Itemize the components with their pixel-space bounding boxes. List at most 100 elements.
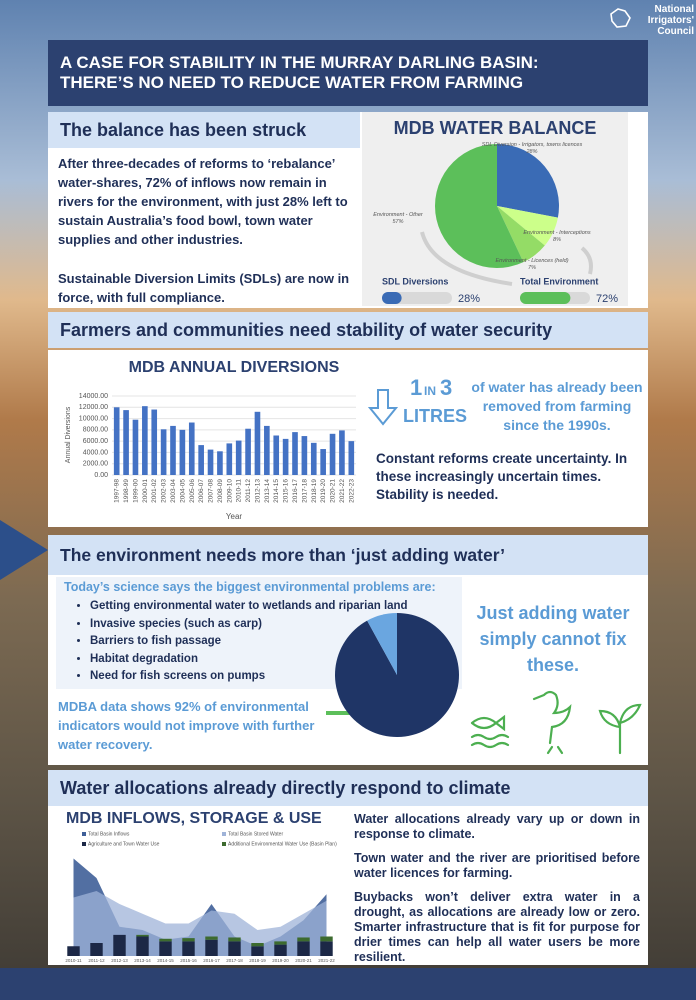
bar [329, 433, 336, 475]
bar-label: SDL Diversions [382, 276, 448, 286]
stacked-bar [67, 946, 80, 956]
x-tick-label: 2013-14 [134, 958, 151, 963]
x-tick-label: 2017-18 [226, 958, 243, 963]
x-tick-label: 2010-11 [236, 479, 243, 503]
stacked-bar [182, 941, 195, 956]
stacked-bar [297, 937, 310, 942]
slice-value: 57% [392, 219, 403, 225]
bar-label: Total Environment [520, 276, 598, 286]
x-tick-label: 2021-22 [339, 479, 346, 503]
slice-label: SDL Diversion - Irrigators, towns licenc… [482, 142, 583, 148]
legend-swatch [222, 842, 226, 846]
stacked-bar [159, 941, 172, 956]
stacked-bar [90, 943, 103, 956]
y-tick-label: 0.00 [94, 472, 108, 479]
bar [170, 425, 176, 475]
x-tick-label: 2019-20 [272, 958, 289, 963]
bar [142, 406, 148, 475]
bar [226, 443, 233, 475]
slice-label: Environment - Interceptions [523, 230, 591, 236]
legend-label: Total Basin Inflows [88, 831, 130, 837]
stacked-bar [251, 943, 264, 947]
header-title: A CASE FOR STABILITY IN THE MURRAY DARLI… [60, 53, 539, 72]
x-tick-label: 2005-06 [189, 479, 196, 503]
pie-slice [497, 206, 545, 263]
flow-arrow [420, 231, 513, 286]
x-tick-label: 2000-01 [142, 479, 149, 503]
x-tick-label: 2021-22 [318, 958, 335, 963]
x-axis-label: Year [226, 512, 243, 521]
pie-slice [497, 206, 558, 246]
legend-swatch [82, 832, 86, 836]
paragraph: Buybacks won’t deliver extra water in a … [354, 890, 640, 964]
x-tick-label: 2011-12 [88, 958, 105, 963]
stacked-bar [274, 941, 287, 945]
problem: Need for fish screens on pumps [90, 668, 480, 686]
footer-band [0, 968, 696, 1000]
logo-icon [610, 8, 631, 28]
stacked-bar [205, 939, 218, 956]
climate-chart: MDB INFLOWS, STORAGE & USE Total Basin I… [65, 810, 337, 963]
x-tick-label: 2019-20 [320, 479, 327, 503]
logo: National Irrigators' Council [604, 4, 694, 37]
stacked-bar [297, 941, 310, 956]
legend-swatch [222, 832, 226, 836]
x-tick-label: 2013-14 [264, 479, 271, 503]
climate-text: Water allocations already vary up or dow… [354, 812, 640, 965]
bar [123, 410, 129, 475]
bar [113, 407, 120, 475]
x-tick-label: 2015-16 [283, 479, 290, 503]
balance-text: After three-decades of reforms to ‘rebal… [58, 154, 356, 307]
stacked-bar [274, 944, 287, 956]
bar [245, 428, 251, 475]
y-axis-label: Annual Diversions [65, 406, 72, 463]
section-heading: The environment needs more than ‘just ad… [48, 535, 648, 575]
logo-line: Council [657, 26, 694, 37]
x-tick-label: 2004-05 [179, 479, 186, 503]
x-tick-label: 2014-15 [157, 958, 174, 963]
x-tick-label: 2016-17 [292, 479, 299, 503]
x-tick-label: 2008-09 [217, 479, 224, 503]
stacked-bar [113, 934, 126, 956]
x-tick-label: 2006-07 [198, 479, 205, 503]
ratio-part: IN [424, 384, 436, 398]
y-tick-label: 4000.00 [83, 449, 108, 456]
paragraph: Sustainable Diversion Limits (SDLs) are … [58, 271, 350, 305]
bar [217, 451, 223, 475]
y-tick-label: 12000.00 [79, 404, 108, 411]
side-arrow [0, 520, 48, 580]
balance-chart: MDB WATER BALANCE SDL Diversion - Irriga… [373, 118, 618, 305]
x-tick-label: 2017-18 [301, 479, 308, 503]
ratio: 1 IN 3 LITRES [403, 375, 467, 426]
legend-label: Additional Environmental Water Use (Basi… [228, 841, 337, 847]
bar [339, 430, 345, 475]
ratio-part: 1 [410, 375, 422, 400]
x-tick-label: 1998-99 [123, 479, 130, 503]
bar [264, 425, 270, 475]
bar [310, 442, 317, 475]
bar [207, 449, 214, 475]
bar-value: 28% [458, 293, 480, 305]
stacked-bar [320, 941, 333, 956]
x-tick-label: 2002-03 [161, 479, 168, 503]
problem: Invasive species (such as carp) [90, 616, 480, 634]
slice-label: Environment - Other [373, 212, 424, 218]
ratio-part: 3 [440, 375, 452, 400]
legend-label: Total Basin Stored Water [228, 831, 283, 837]
legend-swatch [82, 842, 86, 846]
bar [151, 409, 158, 475]
paragraph: After three-decades of reforms to ‘rebal… [58, 156, 348, 247]
x-tick-label: 2018-19 [249, 958, 266, 963]
nature-icons [470, 690, 642, 755]
x-tick-label: 2012-13 [111, 958, 128, 963]
x-tick-label: 2020-21 [295, 958, 312, 963]
stacked-bar [205, 936, 218, 940]
bar [235, 440, 242, 475]
x-tick-label: 1997-98 [114, 479, 121, 503]
pie-slice [497, 144, 559, 218]
bar [273, 435, 280, 475]
flow-arrow [580, 246, 593, 275]
bar [198, 445, 204, 475]
y-tick-label: 14000.00 [79, 393, 108, 400]
